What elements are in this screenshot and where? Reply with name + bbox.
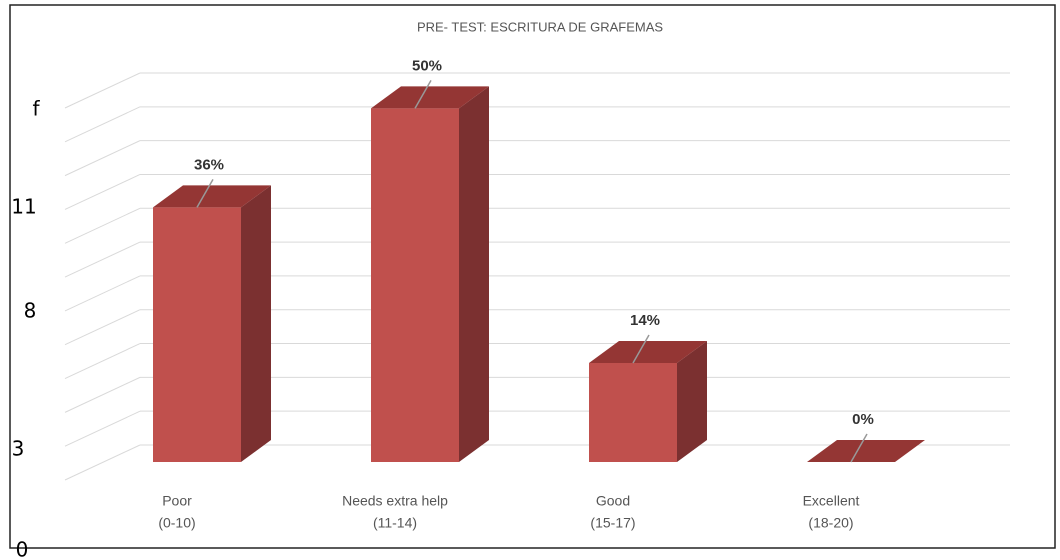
x-tick-label: (15-17): [590, 515, 635, 531]
bar-front: [589, 362, 677, 462]
bar: [589, 340, 707, 462]
bar: [807, 440, 925, 462]
data-label: 50%: [412, 57, 442, 74]
leader-line: [196, 179, 214, 208]
data-label: 36%: [194, 156, 224, 173]
grid-wall-line: [64, 309, 141, 346]
grid-wall-line: [64, 106, 141, 143]
grid-wall-line: [64, 241, 141, 278]
x-tick-label: Needs extra help: [342, 493, 448, 509]
bar-front: [371, 108, 459, 462]
bar-top: [807, 440, 925, 462]
x-tick-label: (11-14): [373, 515, 417, 531]
data-label: 14%: [630, 312, 660, 329]
grid-wall-line: [64, 72, 141, 109]
side-label: 3: [12, 437, 25, 461]
x-tick-label: Good: [596, 493, 630, 509]
bar-top: [589, 340, 707, 363]
bar-side: [459, 86, 489, 462]
grid-wall-line: [64, 174, 141, 210]
bar-front: [153, 207, 241, 462]
grid-wall-line: [64, 410, 141, 447]
grid-wall-line: [64, 207, 141, 244]
data-label: 0%: [852, 411, 874, 428]
bar: [371, 86, 489, 462]
x-tick-label: (18-20): [808, 515, 853, 531]
side-label: 11: [11, 195, 36, 219]
side-label: 8: [24, 299, 37, 323]
bar-top: [371, 86, 489, 109]
grid-wall-line: [64, 444, 141, 481]
leader-line: [850, 433, 868, 463]
grid-wall-line: [64, 275, 141, 312]
leader-line: [632, 334, 650, 364]
leader-line: [414, 79, 432, 109]
grid-wall-line: [64, 140, 141, 177]
x-tick-label: Poor: [162, 493, 192, 509]
x-tick-label: Excellent: [803, 493, 860, 509]
grid-wall-line: [64, 343, 141, 379]
side-label: f: [32, 97, 40, 121]
chart-title: PRE- TEST: ESCRITURA DE GRAFEMAS: [417, 19, 663, 34]
bar-side: [241, 185, 271, 462]
bar-top: [153, 185, 271, 208]
bar: [153, 185, 271, 462]
side-label: 0: [16, 538, 29, 560]
x-tick-label: (0-10): [158, 515, 195, 531]
bar-side: [677, 340, 707, 462]
grid-wall-line: [64, 376, 141, 413]
